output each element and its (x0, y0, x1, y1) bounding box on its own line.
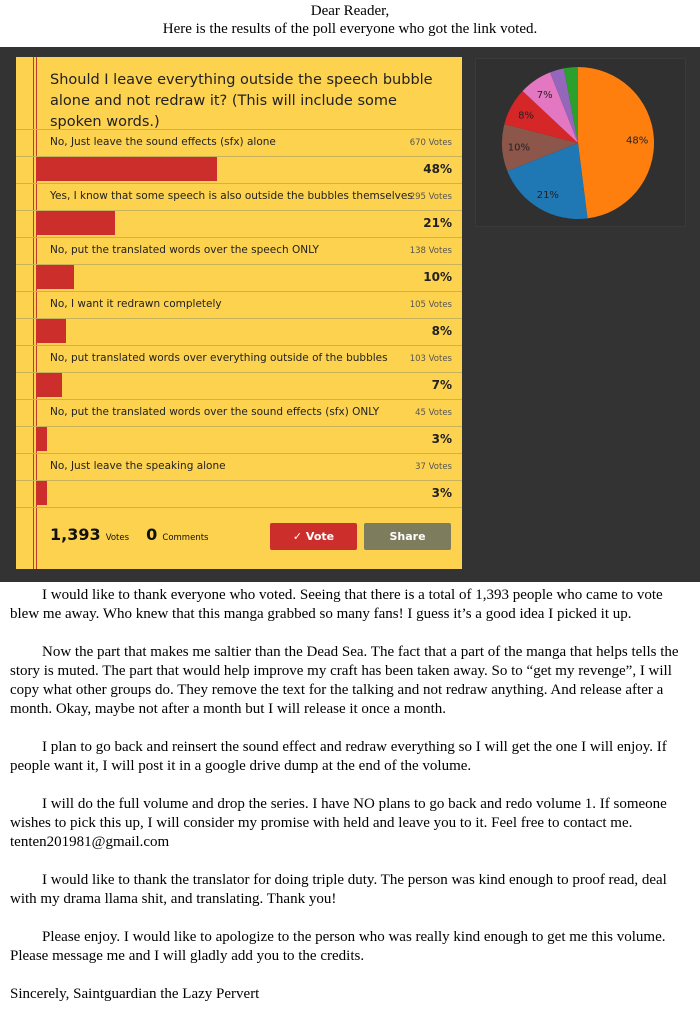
divider (16, 480, 462, 481)
pie-slice (578, 67, 654, 219)
option-votes: 103 Votes (409, 354, 452, 364)
pie-label: 7% (537, 90, 553, 101)
poll-option[interactable]: No, put translated words over everything… (16, 346, 462, 400)
divider (16, 129, 462, 130)
option-bar (36, 427, 48, 451)
poll-stats: 1,393 Votes 0 Comments (50, 525, 220, 544)
pie-label: 48% (626, 135, 648, 146)
option-bar (36, 373, 63, 397)
option-label: No, Just leave the speaking alone (50, 460, 226, 472)
poll-option[interactable]: Yes, I know that some speech is also out… (16, 184, 462, 238)
poll-option[interactable]: No, Just leave the sound effects (sfx) a… (16, 130, 462, 184)
pie-slice (550, 68, 578, 143)
divider (16, 507, 462, 508)
divider (16, 399, 462, 400)
divider (16, 291, 462, 292)
poll-option[interactable]: No, put the translated words over the sp… (16, 238, 462, 292)
poll-screenshot: Should I leave everything outside the sp… (0, 47, 700, 582)
option-bar (36, 157, 217, 181)
option-label: No, put the translated words over the so… (50, 406, 380, 418)
divider (16, 453, 462, 454)
poll-option[interactable]: No, Just leave the speaking alone 37 Vot… (16, 454, 462, 508)
option-bar (36, 481, 48, 505)
total-votes: 1,393 (50, 525, 101, 544)
option-bar (36, 265, 74, 289)
option-percent: 3% (431, 432, 452, 446)
poll-option[interactable]: No, I want it redrawn completely 105 Vot… (16, 292, 462, 346)
option-votes: 295 Votes (409, 192, 452, 202)
option-votes: 45 Votes (415, 408, 452, 418)
pie-slice (507, 143, 588, 219)
share-button[interactable]: Share (364, 523, 451, 550)
paragraph: Now the part that makes me saltier than … (10, 644, 679, 717)
pie-label: 21% (537, 190, 559, 201)
option-percent: 3% (431, 486, 452, 500)
divider (16, 183, 462, 184)
pie-label: 10% (508, 143, 530, 154)
option-percent: 21% (423, 216, 452, 230)
option-percent: 7% (431, 378, 452, 392)
option-votes: 105 Votes (409, 300, 452, 310)
divider (16, 372, 462, 373)
divider (16, 264, 462, 265)
pie-chart: 48% 21% 10% 8%7% (502, 67, 654, 219)
vote-button[interactable]: ✓ Vote (270, 523, 357, 550)
option-label: No, I want it redrawn completely (50, 298, 222, 310)
divider (16, 318, 462, 319)
letter-body: I would like to thank everyone who voted… (10, 586, 690, 1023)
option-votes: 37 Votes (415, 462, 452, 472)
votes-label: Votes (105, 533, 130, 543)
pie-slice (502, 124, 578, 171)
option-bar (36, 319, 67, 343)
option-label: No, put translated words over everything… (50, 352, 388, 364)
option-percent: 48% (423, 162, 452, 176)
poll-option[interactable]: No, put the translated words over the so… (16, 400, 462, 454)
option-label: No, put the translated words over the sp… (50, 244, 319, 256)
option-label: No, Just leave the sound effects (sfx) a… (50, 136, 276, 148)
pie-chart-panel: 48% 21% 10% 8% 7% (475, 58, 686, 227)
divider (16, 345, 462, 346)
pie-slice (504, 90, 578, 143)
option-votes: 670 Votes (409, 138, 452, 148)
intro-subtitle: Here is the results of the poll everyone… (162, 21, 538, 37)
divider (16, 237, 462, 238)
divider (16, 210, 462, 211)
paragraph: I will do the full volume and drop the s… (10, 796, 667, 850)
option-percent: 8% (431, 324, 452, 338)
paragraph: I plan to go back and reinsert the sound… (10, 739, 667, 774)
margin-line (36, 57, 37, 569)
pie-slice (563, 67, 578, 143)
option-percent: 10% (423, 270, 452, 284)
poll-card: Should I leave everything outside the sp… (16, 57, 462, 569)
option-label: Yes, I know that some speech is also out… (50, 190, 413, 202)
paragraph: I would like to thank everyone who voted… (10, 587, 663, 622)
margin-line (33, 57, 34, 569)
pie-label: 8% (518, 110, 534, 121)
paragraph: I would like to thank the translator for… (10, 872, 667, 907)
comments-label: Comments (162, 533, 209, 543)
option-votes: 138 Votes (409, 246, 452, 256)
greeting: Dear Reader, (310, 3, 390, 19)
poll-question: Should I leave everything outside the sp… (50, 72, 433, 130)
comments-count: 0 (146, 525, 158, 544)
option-bar (36, 211, 116, 235)
divider (16, 426, 462, 427)
intro: Dear Reader, Here is the results of the … (0, 0, 700, 47)
paragraph: Please enjoy. I would like to apologize … (10, 929, 666, 964)
pie-slice (522, 72, 578, 143)
divider (16, 156, 462, 157)
